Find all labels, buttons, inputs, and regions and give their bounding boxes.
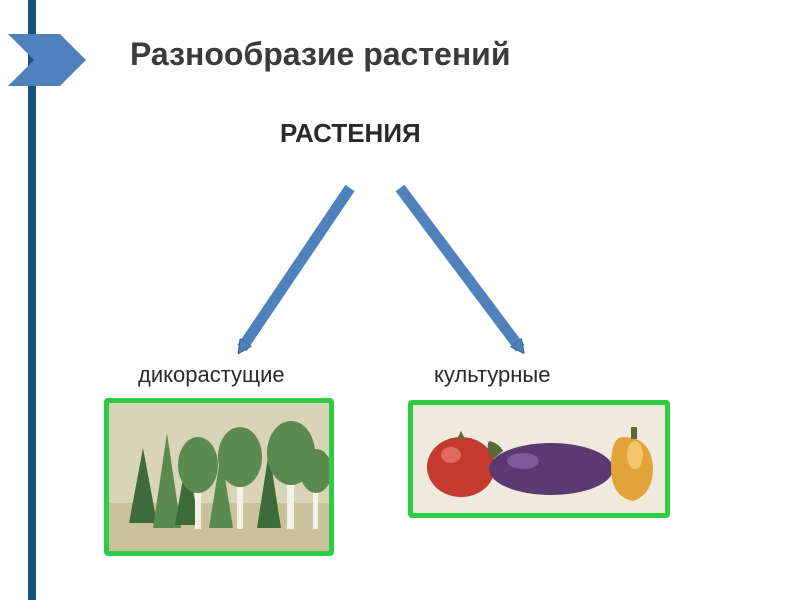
vegetables-illustration-icon (413, 400, 665, 513)
arrow-right-icon (380, 178, 550, 373)
image-card-cultivated (408, 400, 670, 518)
page-title: Разнообразие растений (130, 36, 510, 73)
forest-illustration-icon (109, 398, 329, 551)
branch-label-left: дикорастущие (138, 362, 285, 388)
branch-label-right: культурные (434, 362, 550, 388)
image-card-wild (104, 398, 334, 556)
chevron-marker-icon (8, 34, 86, 91)
diagram-root-label: РАСТЕНИЯ (280, 118, 421, 149)
arrow-left-icon (220, 178, 370, 373)
